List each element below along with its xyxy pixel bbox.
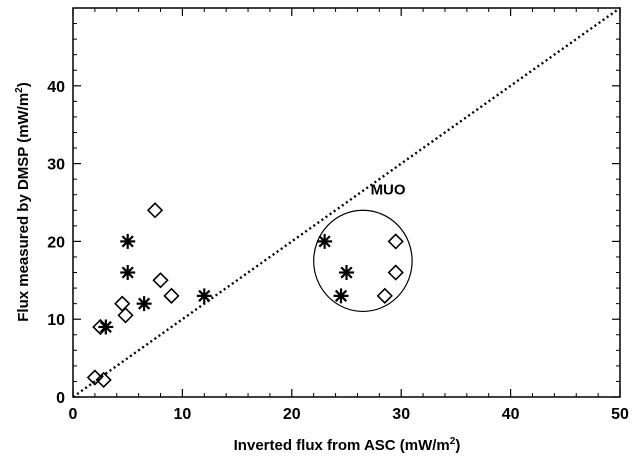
asterisk-marker [196,288,212,304]
asterisk-stroke [121,235,134,248]
asterisk-marker [339,265,354,281]
asterisk-stroke [198,289,211,302]
diamond-marker [163,287,180,304]
muo-annotation: MUO [371,182,406,199]
diamond-marker [387,233,404,250]
asterisk-marker [120,265,136,281]
diamond-marker [95,371,112,389]
diamond-marker [376,287,393,304]
x-tick-label: 20 [283,406,301,423]
asterisk-marker [317,233,333,249]
x-tick-label: 10 [174,406,192,423]
asterisk-stroke [121,266,134,279]
asterisk-marker [333,288,349,304]
y-axis-label-sup: 2 [14,87,25,93]
diamond-marker [152,272,169,289]
y-axis-label-text: Flux measured by DMSP (mW/m [15,93,32,322]
diamond-marker [86,369,104,386]
y-tick-label: 20 [47,234,65,251]
data-markers [86,202,404,389]
tick-labels: 0 10 20 30 40 50 0 10 20 30 40 [47,79,629,423]
x-tick-label: 0 [69,406,78,423]
y-axis-label: Flux measured by DMSP (mW/m2) [14,82,32,322]
diamond-marker [114,295,131,312]
asterisk-marker [120,233,136,249]
diamond-marker [146,202,164,219]
x-axis-label: Inverted flux from ASC (mW/m2) [234,436,461,454]
asterisk-stroke [318,235,331,248]
y-tick-label: 40 [47,79,65,96]
x-axis-label-sup: 2 [450,436,456,447]
asterisk-marker [98,319,114,335]
reference-line [72,7,621,398]
asterisk-stroke [334,289,348,302]
x-axis-label-end: ) [455,437,460,454]
y-axis-label-end: ) [15,82,32,87]
x-tick-label: 50 [611,406,629,423]
plot-frame [72,7,621,398]
x-tick-label: 40 [502,406,520,423]
y-tick-label: 0 [56,390,65,407]
asterisk-stroke [138,297,151,310]
x-axis-label-text: Inverted flux from ASC (mW/m [234,437,450,454]
asterisk-marker [136,296,152,312]
y-tick-label: 10 [47,312,65,329]
diamond-marker [117,307,134,324]
x-tick-label: 30 [392,406,410,423]
muo-ellipse [313,209,413,313]
y-tick-label: 30 [47,157,65,174]
diamond-marker [387,264,404,281]
asterisk-stroke [340,266,353,279]
asterisk-stroke [99,320,112,334]
